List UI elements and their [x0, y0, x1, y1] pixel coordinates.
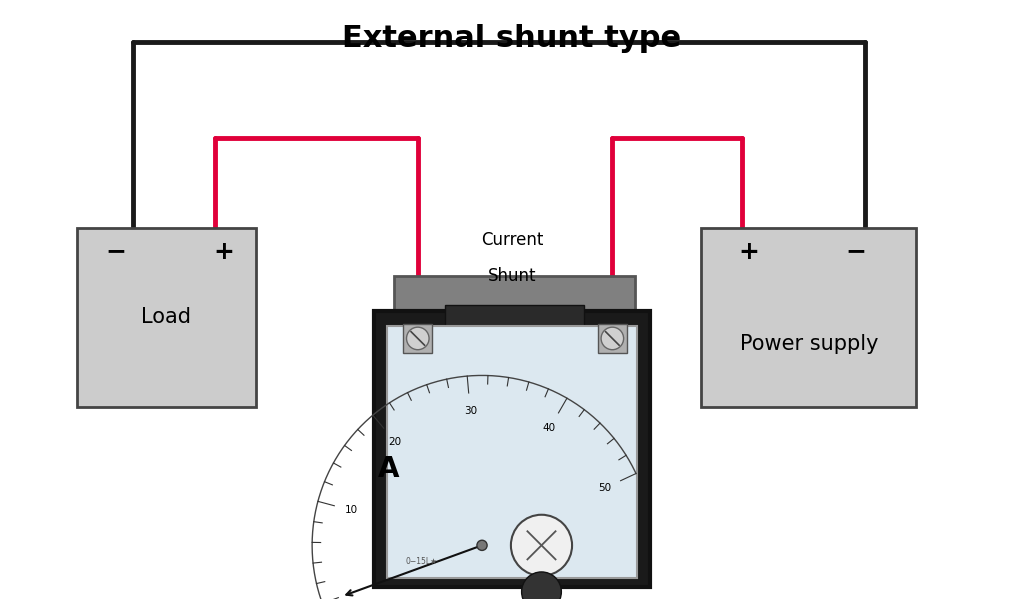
FancyBboxPatch shape — [394, 276, 635, 377]
FancyBboxPatch shape — [445, 305, 584, 362]
Text: 30: 30 — [464, 406, 477, 416]
FancyBboxPatch shape — [598, 324, 627, 353]
Text: Load: Load — [141, 307, 191, 328]
Text: +: + — [602, 386, 623, 410]
Text: Current: Current — [481, 231, 543, 249]
Text: Power supply: Power supply — [739, 334, 879, 355]
FancyBboxPatch shape — [77, 228, 256, 407]
Text: 0−15L★: 0−15L★ — [406, 557, 437, 566]
FancyBboxPatch shape — [701, 228, 916, 407]
Circle shape — [511, 515, 572, 576]
Text: 10: 10 — [345, 506, 358, 515]
Text: External shunt type: External shunt type — [342, 25, 682, 53]
Text: A: A — [378, 455, 399, 483]
Circle shape — [477, 540, 487, 550]
Circle shape — [407, 327, 429, 350]
Text: +: + — [213, 240, 234, 264]
Text: −: − — [105, 240, 127, 264]
Text: 50: 50 — [598, 483, 611, 494]
Circle shape — [601, 327, 624, 350]
Text: Shunt: Shunt — [487, 267, 537, 285]
Text: 40: 40 — [543, 423, 556, 434]
Text: 20: 20 — [389, 437, 401, 447]
FancyBboxPatch shape — [374, 311, 650, 587]
Text: −: − — [846, 240, 866, 264]
Text: −: − — [408, 386, 428, 410]
FancyBboxPatch shape — [387, 326, 637, 578]
FancyBboxPatch shape — [403, 324, 432, 353]
Text: +: + — [738, 240, 759, 264]
Circle shape — [521, 572, 561, 599]
